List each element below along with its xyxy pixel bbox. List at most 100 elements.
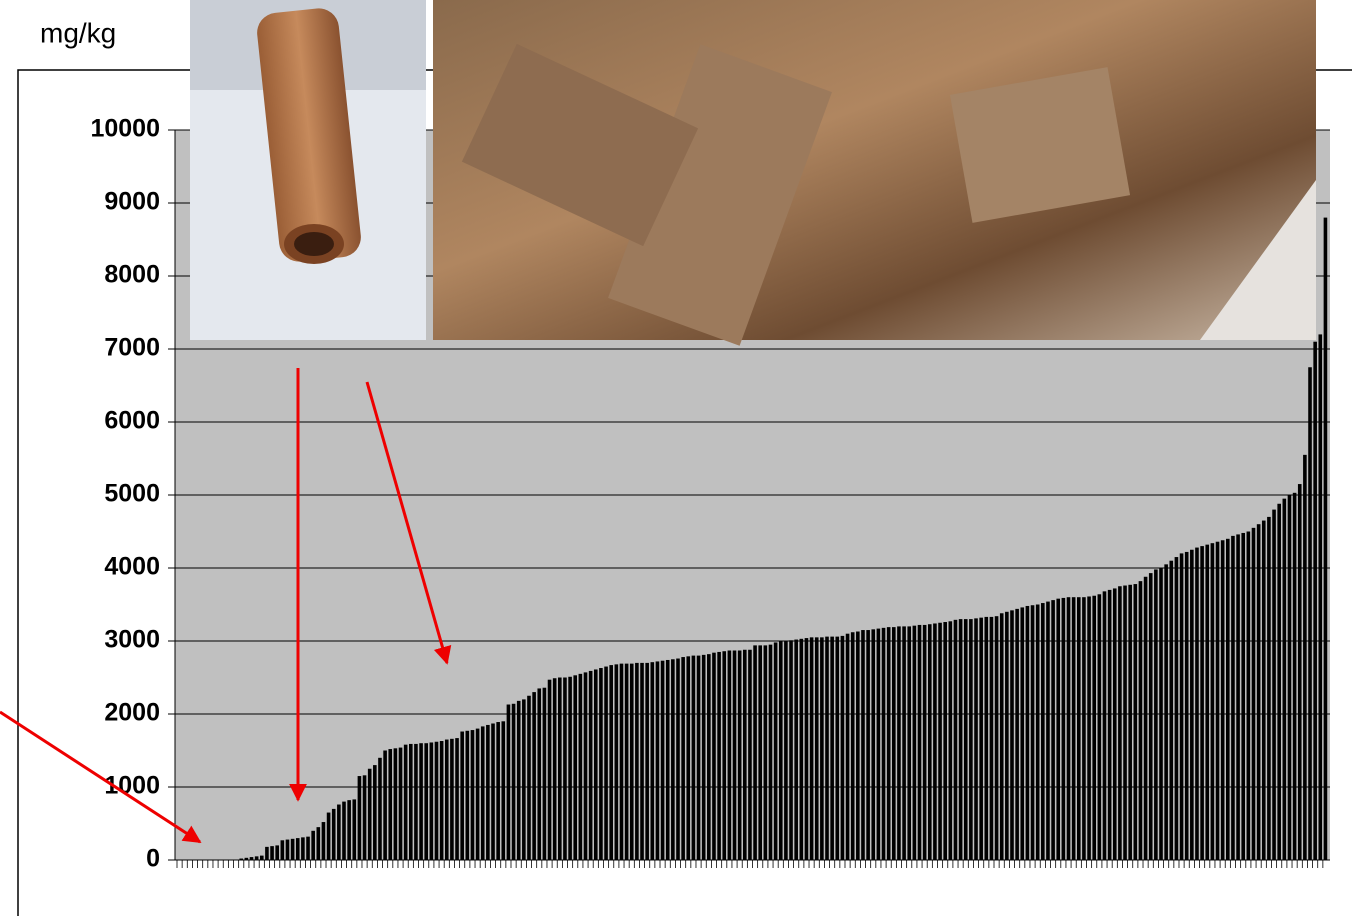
bar	[686, 656, 691, 860]
bar	[624, 663, 629, 860]
bar	[573, 675, 578, 860]
bar	[1107, 589, 1112, 860]
bar	[347, 800, 351, 860]
bar	[825, 636, 829, 860]
bar	[897, 626, 901, 860]
bar	[1323, 217, 1328, 861]
bar	[1092, 595, 1097, 860]
bar	[701, 654, 706, 860]
bar	[1076, 597, 1081, 860]
y-tick-label: 4000	[104, 553, 160, 581]
bar	[1215, 541, 1220, 860]
bar	[1112, 588, 1117, 860]
bar	[460, 731, 464, 860]
bar	[814, 637, 819, 860]
bar	[306, 836, 310, 860]
bar	[1241, 532, 1246, 860]
bar	[398, 747, 403, 860]
bar	[856, 631, 860, 860]
bar	[434, 741, 439, 860]
bar	[1159, 568, 1163, 860]
bar	[876, 628, 881, 860]
bar	[979, 617, 983, 860]
bar	[999, 613, 1004, 860]
bar	[588, 670, 593, 860]
bar	[568, 676, 572, 860]
bar	[1123, 585, 1127, 860]
bar	[737, 650, 742, 860]
bar	[845, 633, 850, 860]
bar	[1205, 544, 1210, 860]
bar	[542, 687, 547, 860]
bar	[1005, 611, 1009, 860]
bar	[537, 688, 542, 860]
y-tick-label: 5000	[104, 480, 160, 508]
bar	[506, 704, 511, 860]
bar	[696, 655, 701, 860]
bar	[1133, 584, 1138, 860]
bar	[599, 668, 603, 860]
bar	[676, 658, 680, 860]
bar	[619, 663, 624, 860]
bar	[758, 645, 763, 860]
y-axis-label: mg/kg	[40, 17, 116, 48]
bar	[1046, 601, 1050, 860]
bar	[352, 799, 357, 860]
bar	[450, 738, 454, 860]
bar	[835, 636, 840, 860]
bar	[1318, 334, 1323, 860]
bar	[660, 660, 665, 860]
bar	[1297, 484, 1302, 860]
y-tick-label: 7000	[104, 334, 160, 362]
bar	[275, 845, 279, 860]
bar	[1313, 341, 1317, 860]
bar	[367, 768, 372, 860]
bar	[763, 645, 768, 860]
bar	[316, 827, 321, 860]
bar	[501, 721, 506, 860]
bar	[270, 846, 274, 860]
bar	[465, 730, 470, 860]
bar	[1174, 557, 1179, 860]
bar	[665, 659, 670, 860]
bar	[681, 657, 685, 860]
bar	[1025, 605, 1030, 860]
bar	[1308, 367, 1312, 860]
bar	[1154, 569, 1158, 860]
bar	[249, 857, 254, 860]
bar	[259, 855, 264, 860]
bar	[511, 703, 516, 860]
bar	[938, 622, 942, 860]
bar	[1231, 535, 1235, 860]
bar	[727, 650, 732, 860]
bar	[290, 838, 295, 860]
bar	[1200, 546, 1204, 860]
bar	[892, 627, 896, 860]
bar	[419, 743, 423, 860]
bar	[963, 619, 968, 860]
bar	[378, 757, 382, 860]
bar	[969, 619, 973, 860]
bar	[1256, 524, 1261, 860]
y-tick-label: 8000	[104, 261, 160, 289]
bar	[244, 857, 249, 860]
bar	[866, 630, 870, 860]
bar	[604, 666, 608, 860]
bar	[671, 659, 675, 860]
bar	[491, 723, 495, 860]
bar	[902, 626, 906, 860]
bar	[558, 677, 562, 860]
bar	[357, 776, 362, 860]
bar	[295, 838, 300, 860]
bar	[1210, 543, 1215, 860]
arrows	[0, 368, 452, 844]
bar	[886, 627, 891, 860]
bar	[362, 775, 367, 860]
bar	[871, 629, 876, 860]
bar	[1087, 596, 1091, 860]
bar	[470, 730, 475, 860]
y-tick-label: 10000	[90, 115, 160, 143]
bar	[1292, 492, 1297, 860]
